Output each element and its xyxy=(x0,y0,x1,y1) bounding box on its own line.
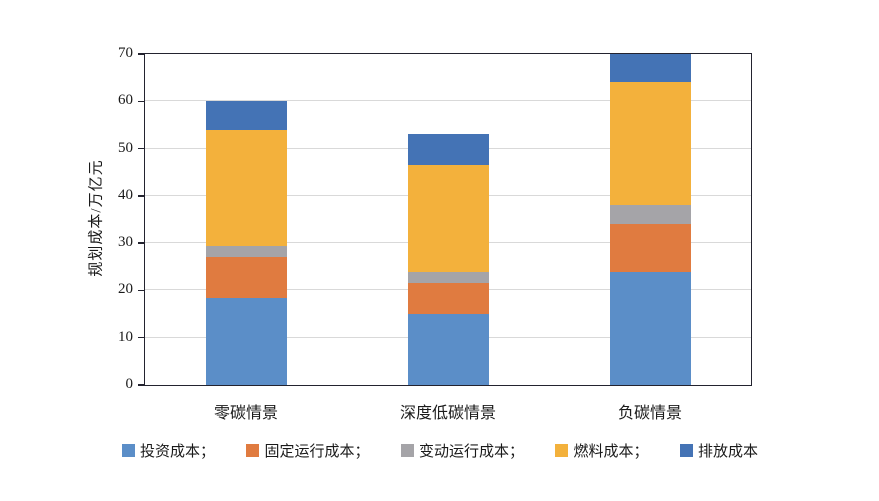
legend-label: 燃料成本； xyxy=(573,444,649,460)
y-tick-label: 10 xyxy=(118,328,133,345)
legend-swatch-icon xyxy=(400,444,414,457)
y-tick-mark xyxy=(138,195,144,197)
bar-segment xyxy=(609,205,691,225)
legend-label: 排放成本 xyxy=(697,444,758,460)
y-tick-label: 60 xyxy=(118,92,133,109)
bar-segment xyxy=(205,297,287,385)
y-tick-mark xyxy=(138,289,144,292)
y-tick-label: 20 xyxy=(118,281,133,298)
bar-segment xyxy=(407,283,489,315)
y-tick-mark xyxy=(138,336,144,339)
legend: 投资成本； 固定运行成本； 变动运行成本； 燃料成本； 排放成本 xyxy=(122,440,758,461)
bar-segment xyxy=(407,134,489,166)
plot-area: 0 10 20 30 40 50 60 70 零碳情景 深度低碳情景 负碳情景 xyxy=(118,46,752,422)
y-tick-mark xyxy=(138,147,144,150)
bar-segment xyxy=(609,54,691,83)
legend-item: 固定运行成本； xyxy=(246,440,370,461)
bar-segment xyxy=(407,165,489,272)
bar-segment xyxy=(407,271,489,284)
legend-swatch-icon xyxy=(679,444,693,457)
bar-segment xyxy=(205,101,287,130)
legend-item: 燃料成本； xyxy=(555,440,648,461)
legend-swatch-icon xyxy=(246,444,260,457)
bar-segment xyxy=(205,129,287,246)
legend-swatch-icon xyxy=(122,444,135,457)
x-tick-label: 深度低碳情景 xyxy=(399,405,496,422)
y-tick-mark xyxy=(138,53,144,55)
legend-item: 排放成本 xyxy=(679,440,758,461)
y-tick-label: 30 xyxy=(118,234,133,251)
y-tick-label: 0 xyxy=(125,376,134,392)
legend-swatch-icon xyxy=(555,444,569,457)
y-axis-title: 规划成本/万亿元 xyxy=(88,159,105,277)
y-tick-label: 50 xyxy=(118,139,133,156)
y-tick-mark xyxy=(138,384,144,386)
legend-item: 变动运行成本； xyxy=(400,440,524,461)
y-tick-label: 70 xyxy=(118,45,133,61)
stacked-bar-3 xyxy=(609,54,691,385)
y-tick-label: 40 xyxy=(118,186,133,203)
bar-segment xyxy=(609,224,691,272)
legend-item: 投资成本； xyxy=(122,440,215,461)
legend-label: 固定运行成本； xyxy=(264,444,370,460)
bar-segment xyxy=(205,257,287,298)
bar-segment xyxy=(407,314,489,385)
gridline xyxy=(145,100,751,102)
legend-label: 投资成本； xyxy=(140,444,216,460)
bar-segment xyxy=(205,245,287,258)
x-tick-label: 零碳情景 xyxy=(213,405,278,422)
bar-segment xyxy=(609,271,691,385)
x-tick-label: 负碳情景 xyxy=(617,405,682,422)
stacked-bar-2 xyxy=(407,54,489,385)
bar-segment xyxy=(609,82,691,206)
legend-label: 变动运行成本； xyxy=(418,444,524,460)
y-tick-mark xyxy=(138,242,144,244)
y-tick-mark xyxy=(138,100,144,103)
stacked-bar-1 xyxy=(205,54,287,385)
